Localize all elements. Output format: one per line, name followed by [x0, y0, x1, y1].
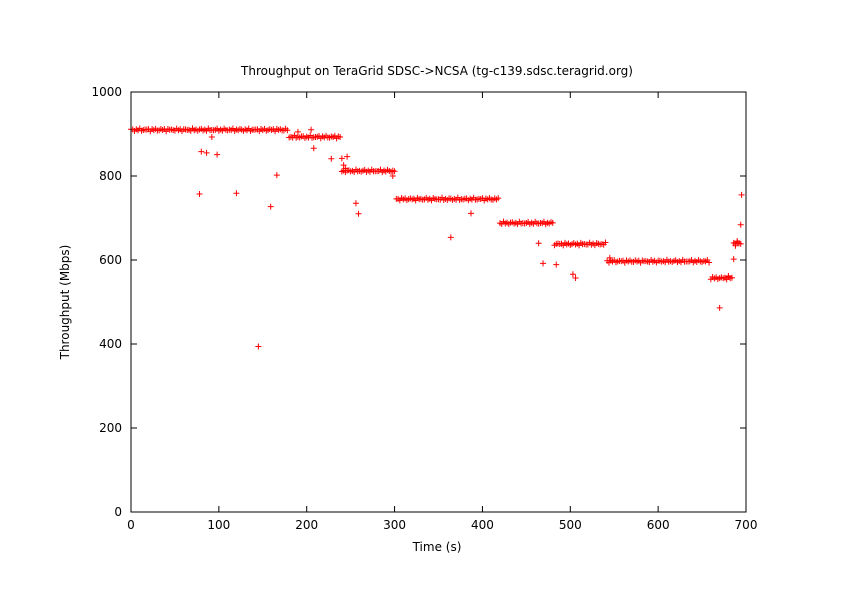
data-points [128, 125, 745, 350]
y-tick-label: 400 [99, 337, 122, 351]
data-point [214, 151, 221, 158]
data-point [284, 127, 291, 134]
data-point [198, 148, 205, 155]
data-point [725, 272, 732, 279]
data-point [328, 155, 335, 162]
x-tick-label: 500 [559, 518, 582, 532]
x-tick-label: 400 [471, 518, 494, 532]
data-point [338, 155, 345, 162]
data-point [389, 173, 396, 179]
data-point [391, 168, 398, 175]
x-axis-title: Time (s) [412, 540, 462, 554]
chart-title: Throughput on TeraGrid SDSC->NCSA (tg-c1… [240, 64, 633, 78]
y-tick-label: 600 [99, 253, 122, 267]
data-point [342, 165, 349, 172]
data-point [728, 274, 735, 281]
data-point [495, 195, 502, 202]
data-point [738, 191, 745, 198]
y-tick-label: 200 [99, 421, 122, 435]
x-tick-label: 300 [383, 518, 406, 532]
data-point [355, 210, 362, 217]
y-axis-title: Throughput (Mbps) [58, 245, 72, 361]
data-point [706, 259, 713, 266]
data-point [203, 149, 210, 156]
data-point [737, 221, 744, 228]
data-point [716, 304, 723, 311]
data-point [233, 190, 240, 197]
x-tick-label: 700 [735, 518, 758, 532]
plot-frame [130, 91, 747, 513]
data-point [468, 210, 475, 217]
data-point [267, 203, 274, 210]
data-point [732, 242, 739, 249]
x-tick-label: 600 [647, 518, 670, 532]
data-point [737, 240, 744, 247]
data-point [549, 219, 556, 226]
data-point [572, 275, 579, 282]
data-point [352, 200, 359, 207]
data-point [730, 256, 737, 263]
axis-ticks: 0 100 200 300 400 500 600 700 0 200 400 600 800 1000 [91, 85, 757, 532]
data-point [308, 126, 315, 133]
data-point [602, 239, 609, 246]
data-point [540, 260, 547, 267]
data-point [553, 261, 560, 268]
data-point [606, 254, 613, 261]
data-point [273, 172, 280, 179]
data-point [337, 134, 344, 141]
data-point [535, 240, 542, 247]
data-point [340, 162, 347, 169]
data-point [569, 271, 576, 278]
data-point [294, 128, 301, 135]
data-point [255, 343, 262, 350]
data-point [208, 133, 215, 140]
y-tick-label: 1000 [91, 85, 122, 99]
data-point [310, 145, 317, 152]
data-point [344, 153, 351, 160]
y-tick-label: 800 [99, 169, 122, 183]
x-tick-label: 100 [207, 518, 230, 532]
x-tick-label: 200 [295, 518, 318, 532]
data-point [734, 238, 741, 245]
x-tick-label: 0 [127, 518, 135, 532]
data-point [447, 234, 454, 241]
data-point [196, 191, 203, 198]
y-tick-label: 0 [114, 505, 122, 519]
